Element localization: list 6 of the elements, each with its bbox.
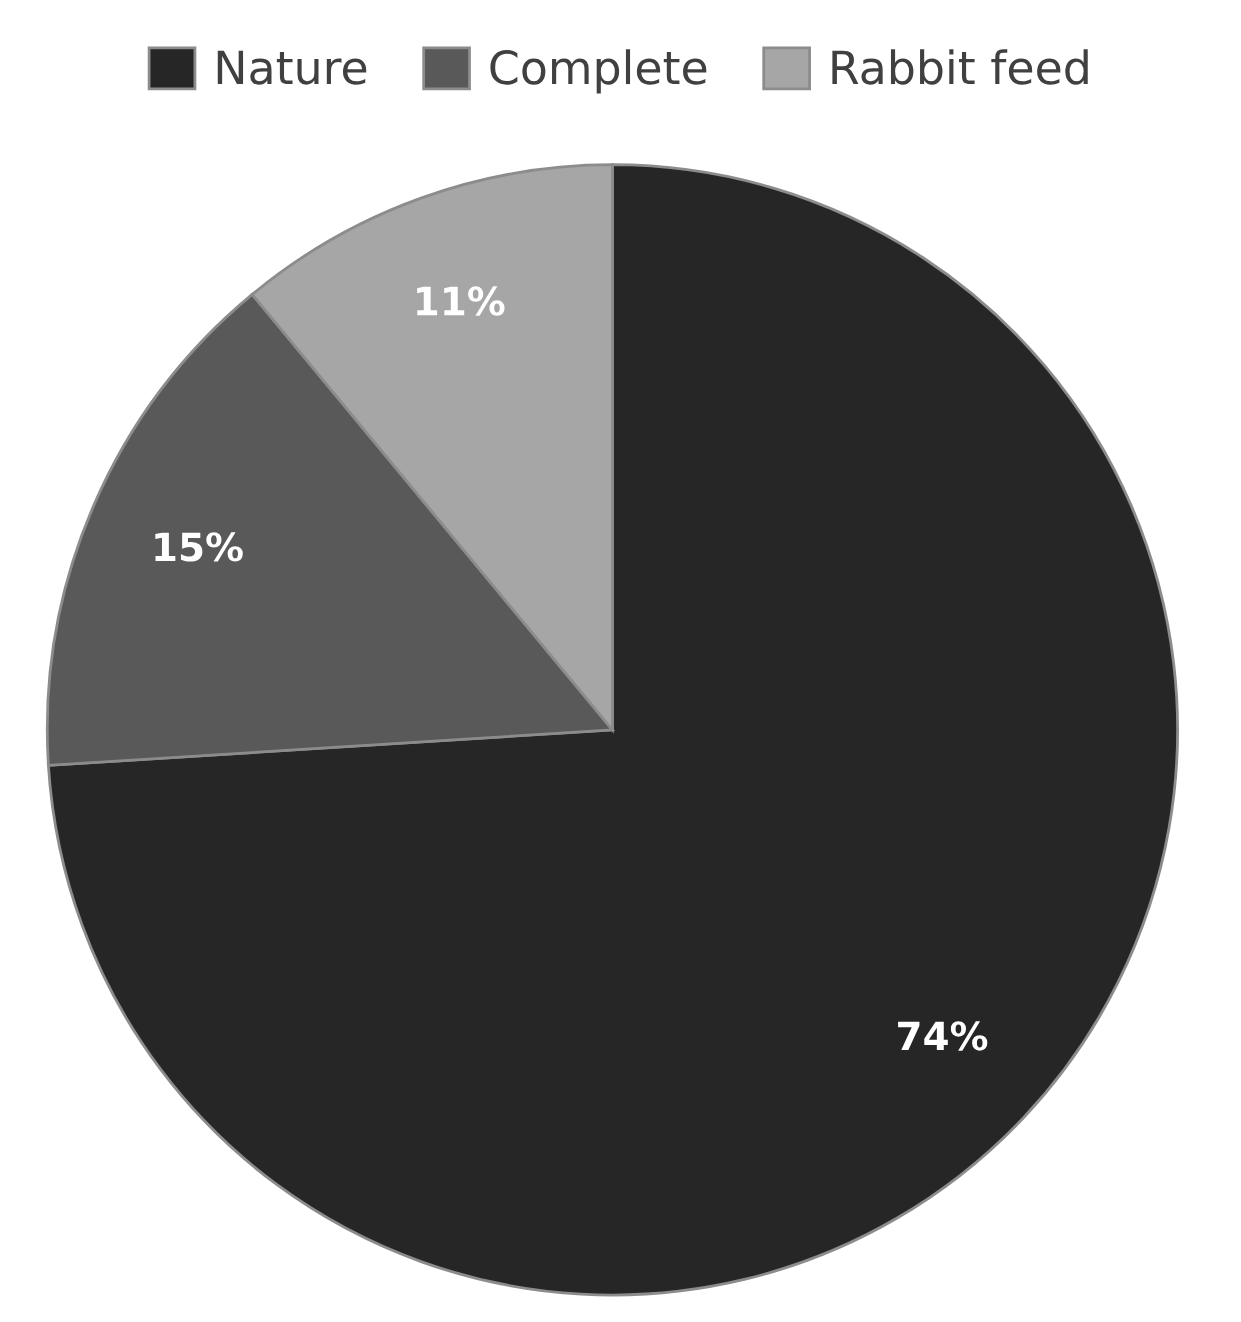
legend-label: Nature — [217, 50, 367, 85]
data-label: 11% — [417, 286, 505, 316]
data-label: 15% — [155, 532, 243, 562]
data-label: 74% — [898, 1021, 988, 1051]
legend-label: Complete — [490, 49, 707, 94]
legend-label: Rabbit feed — [832, 49, 1088, 85]
